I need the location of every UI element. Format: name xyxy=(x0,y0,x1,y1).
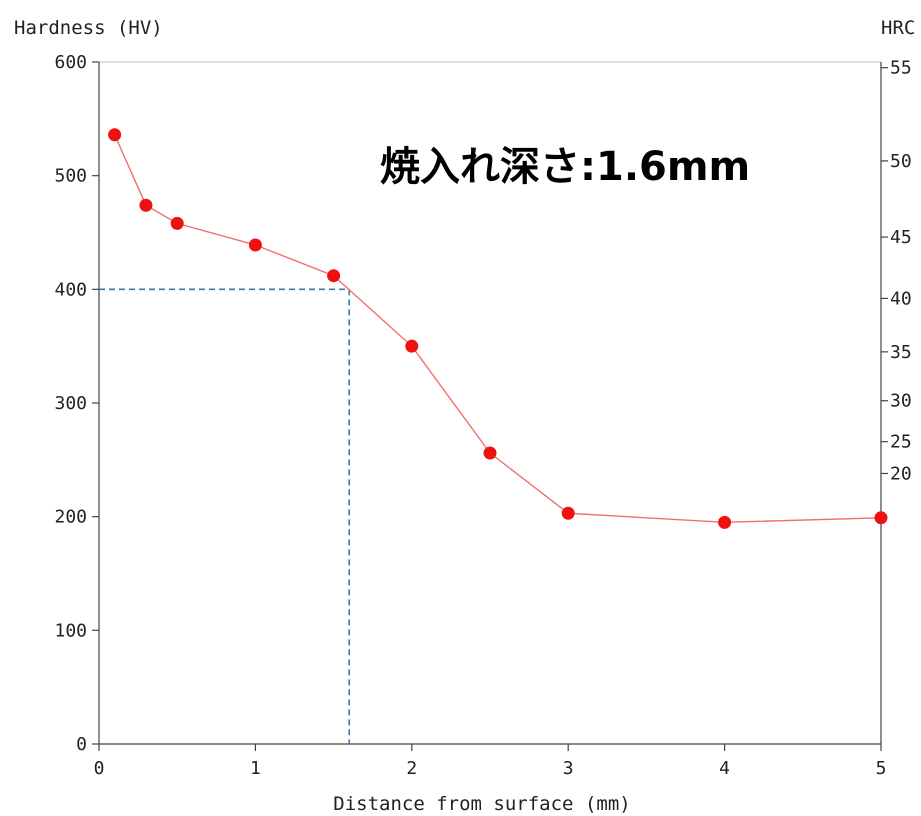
y-tick-label: 100 xyxy=(54,620,87,641)
x-tick-label: 2 xyxy=(406,758,417,779)
y2-axis-ticks: 55 50 45 40 35 30 25 20 xyxy=(881,58,912,484)
y-tick-label: 200 xyxy=(54,507,87,528)
x-tick-label: 1 xyxy=(250,758,261,779)
y2-tick-label: 50 xyxy=(890,151,912,172)
y2-axis-title: HRC xyxy=(881,17,915,39)
case-depth-annotation: 焼入れ深さ:1.6mm xyxy=(380,144,750,190)
x-axis-title: Distance from surface (mm) xyxy=(333,793,630,815)
series-line xyxy=(114,134,882,524)
x-tick-label: 4 xyxy=(719,758,730,779)
y2-tick-label: 45 xyxy=(890,227,912,248)
data-point xyxy=(561,506,575,520)
data-series xyxy=(108,128,888,529)
y-axis-ticks: 0 100 200 300 400 500 600 xyxy=(54,52,99,755)
data-point xyxy=(718,515,732,529)
y2-tick-label: 25 xyxy=(890,432,912,453)
y2-tick-label: 35 xyxy=(890,342,912,363)
y2-tick-label: 20 xyxy=(890,463,912,484)
data-point xyxy=(405,339,419,353)
data-point xyxy=(108,128,122,142)
x-tick-label: 5 xyxy=(876,758,887,779)
reference-lines xyxy=(99,288,351,744)
y2-tick-label: 40 xyxy=(890,288,912,309)
data-point xyxy=(139,198,153,212)
data-point xyxy=(248,238,262,252)
data-point xyxy=(874,511,888,525)
x-axis-ticks: 0 1 2 3 4 5 xyxy=(94,744,887,779)
y-tick-label: 500 xyxy=(54,166,87,187)
y-tick-label: 600 xyxy=(54,52,87,73)
y-tick-label: 0 xyxy=(76,734,87,755)
data-point xyxy=(170,216,184,230)
y2-tick-label: 30 xyxy=(890,391,912,412)
x-tick-label: 3 xyxy=(563,758,574,779)
data-point xyxy=(327,269,341,283)
y2-tick-label: 55 xyxy=(890,58,912,79)
y-axis-title: Hardness (HV) xyxy=(14,17,163,39)
y-tick-label: 400 xyxy=(54,279,87,300)
data-point xyxy=(483,446,497,460)
y-tick-label: 300 xyxy=(54,393,87,414)
x-tick-label: 0 xyxy=(94,758,105,779)
